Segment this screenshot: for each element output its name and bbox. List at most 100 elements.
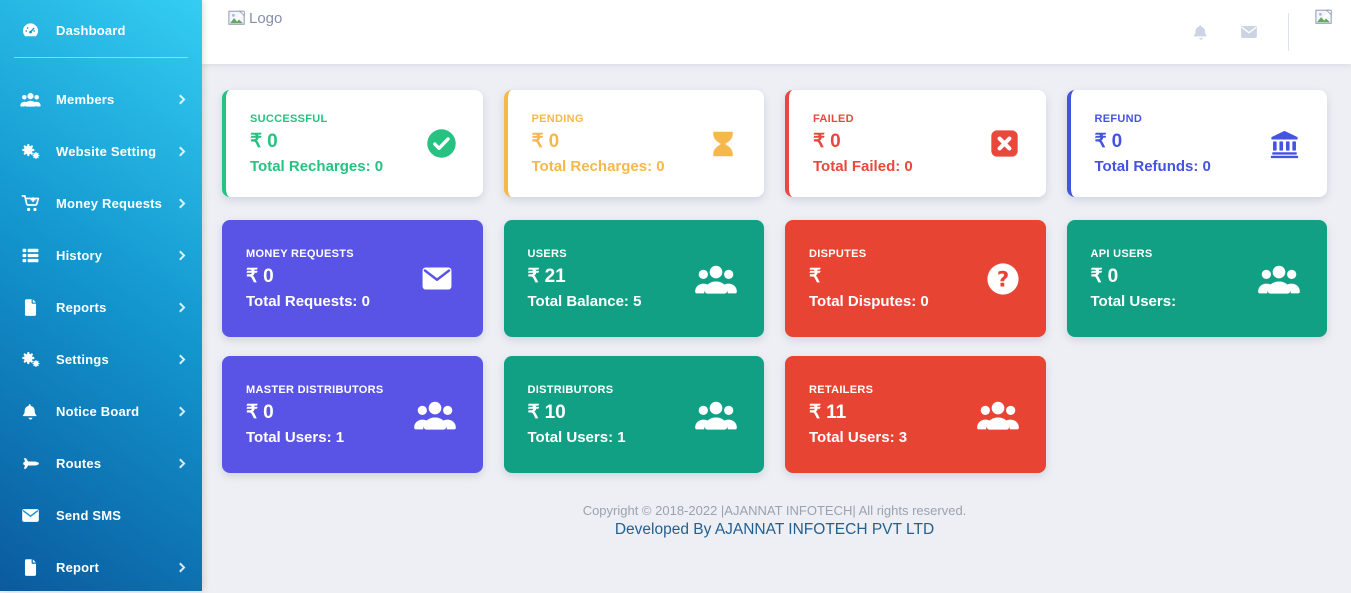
main-area: Logo SUCCESSFUL ₹0 Total Recharges: 0 <box>202 0 1351 591</box>
rupee-symbol: ₹ <box>1090 265 1103 287</box>
sidebar-item-label: Notice Board <box>56 403 140 419</box>
shuttle-icon <box>20 454 46 473</box>
card-value: ₹0 <box>246 265 274 287</box>
card-title: REFUND <box>1094 112 1143 125</box>
sidebar-item-label: Report <box>56 559 100 575</box>
sidebar-item-history[interactable]: History <box>0 229 202 281</box>
card-value: ₹0 <box>250 130 278 152</box>
card-body: MONEY REQUESTS ₹0 Total Requests: 0 <box>246 248 370 310</box>
dashboard-content: SUCCESSFUL ₹0 Total Recharges: 0 PENDING… <box>202 64 1351 591</box>
gauge-icon <box>20 21 46 40</box>
sidebar-item-reports[interactable]: Reports <box>0 281 202 333</box>
cart-plus-icon <box>20 194 46 213</box>
card-title: SUCCESSFUL <box>250 112 328 125</box>
notifications-bell-icon[interactable] <box>1192 23 1210 41</box>
footer: Copyright © 2018-2022 |AJANNAT INFOTECH|… <box>222 503 1327 539</box>
stat-card-money-requests: MONEY REQUESTS ₹0 Total Requests: 0 <box>222 220 483 337</box>
card-body: FAILED ₹0 Total Failed: 0 <box>813 113 913 175</box>
card-subtitle: Total Users: <box>1090 292 1177 310</box>
sidebar-item-dashboard[interactable]: Dashboard <box>0 4 202 56</box>
users-icon <box>976 398 1020 432</box>
rupee-symbol: ₹ <box>246 401 259 423</box>
sidebar-item-label: Members <box>56 91 115 107</box>
users-icon <box>413 398 457 432</box>
stat-card-pending: PENDING ₹0 Total Recharges: 0 <box>503 90 764 197</box>
rupee-symbol: ₹ <box>809 401 822 423</box>
sidebar-item-label: Dashboard <box>56 22 126 38</box>
copyright-text: Copyright © 2018-2022 |AJANNAT INFOTECH|… <box>582 503 967 518</box>
card-subtitle: Total Users: 1 <box>527 428 626 446</box>
card-title: MASTER DISTRIBUTORS <box>246 383 384 396</box>
stat-card-failed: FAILED ₹0 Total Failed: 0 <box>785 90 1046 197</box>
rupee-symbol: ₹ <box>527 401 540 423</box>
sidebar-item-members[interactable]: Members <box>0 73 202 125</box>
header-actions <box>1192 0 1333 64</box>
chevron-right-icon <box>175 562 186 572</box>
sidebar-item-send-sms[interactable]: Send SMS <box>0 489 202 541</box>
avatar-broken-image[interactable] <box>1315 8 1333 26</box>
card-value: ₹0 <box>246 401 274 423</box>
developed-by-link[interactable]: Developed By AJANNAT INFOTECH PVT LTD <box>614 521 935 538</box>
chevron-right-icon <box>175 406 186 416</box>
sidebar-item-label: Money Requests <box>56 195 163 211</box>
sidebar-item-settings[interactable]: Settings <box>0 333 202 385</box>
card-subtitle: Total Disputes: 0 <box>809 292 929 310</box>
card-body: RETAILERS ₹11 Total Users: 3 <box>809 384 907 446</box>
stat-card-master-distributors: MASTER DISTRIBUTORS ₹0 Total Users: 1 <box>222 356 483 473</box>
card-title: FAILED <box>813 112 854 125</box>
file-icon <box>20 298 46 317</box>
card-value: ₹0 <box>1090 265 1119 287</box>
cogs-icon <box>20 142 46 161</box>
rupee-symbol: ₹ <box>1094 130 1107 152</box>
rupee-symbol: ₹ <box>246 265 259 287</box>
card-body: SUCCESSFUL ₹0 Total Recharges: 0 <box>250 113 383 175</box>
sidebar-item-notice-board[interactable]: Notice Board <box>0 385 202 437</box>
sidebar-item-routes[interactable]: Routes <box>0 437 202 489</box>
chevron-right-icon <box>175 458 186 468</box>
chevron-right-icon <box>175 302 186 312</box>
card-body: DISPUTES ₹ Total Disputes: 0 <box>809 248 929 310</box>
sidebar: Dashboard Members Website Setting Money … <box>0 0 202 591</box>
users-icon <box>20 90 46 109</box>
rupee-symbol: ₹ <box>813 130 826 152</box>
sidebar-item-website-setting[interactable]: Website Setting <box>0 125 202 177</box>
list-icon <box>20 246 46 265</box>
logo-broken-image[interactable]: Logo <box>228 9 282 27</box>
bell-icon <box>20 402 46 421</box>
card-value: ₹21 <box>527 265 566 287</box>
bank-icon <box>1268 128 1301 160</box>
chevron-right-icon <box>175 146 186 156</box>
sidebar-item-report[interactable]: Report <box>0 541 202 593</box>
stat-card-users: USERS ₹21 Total Balance: 5 <box>503 220 764 337</box>
sidebar-item-money-requests[interactable]: Money Requests <box>0 177 202 229</box>
envelope-icon <box>20 506 46 525</box>
chevron-right-icon <box>175 198 186 208</box>
stat-card-api-users: API USERS ₹0 Total Users: <box>1066 220 1327 337</box>
card-body: MASTER DISTRIBUTORS ₹0 Total Users: 1 <box>246 384 384 446</box>
header: Logo <box>202 0 1351 64</box>
sidebar-item-label: History <box>56 247 103 263</box>
sidebar-item-label: Send SMS <box>56 507 122 523</box>
card-title: API USERS <box>1090 247 1153 260</box>
users-icon <box>1257 262 1301 296</box>
card-subtitle: Total Failed: 0 <box>813 157 913 175</box>
broken-image-icon <box>228 9 246 27</box>
card-title: RETAILERS <box>809 383 874 396</box>
messages-envelope-icon[interactable] <box>1240 23 1258 41</box>
stat-card-retailers: RETAILERS ₹11 Total Users: 3 <box>785 356 1046 473</box>
header-divider <box>1288 13 1289 51</box>
card-title: DISTRIBUTORS <box>527 383 614 396</box>
card-subtitle: Total Recharges: 0 <box>250 157 384 175</box>
card-title: MONEY REQUESTS <box>246 247 354 260</box>
card-title: DISPUTES <box>809 247 867 260</box>
hourglass-icon <box>708 128 738 160</box>
card-value: ₹ <box>809 265 929 288</box>
sidebar-divider <box>14 57 188 58</box>
cogs-icon <box>20 350 46 369</box>
card-body: PENDING ₹0 Total Recharges: 0 <box>532 113 665 175</box>
envelope-icon <box>417 262 457 295</box>
rupee-symbol: ₹ <box>250 130 263 152</box>
file-icon <box>20 558 46 577</box>
card-title: USERS <box>527 247 567 260</box>
stats-grid: SUCCESSFUL ₹0 Total Recharges: 0 PENDING… <box>222 90 1327 473</box>
